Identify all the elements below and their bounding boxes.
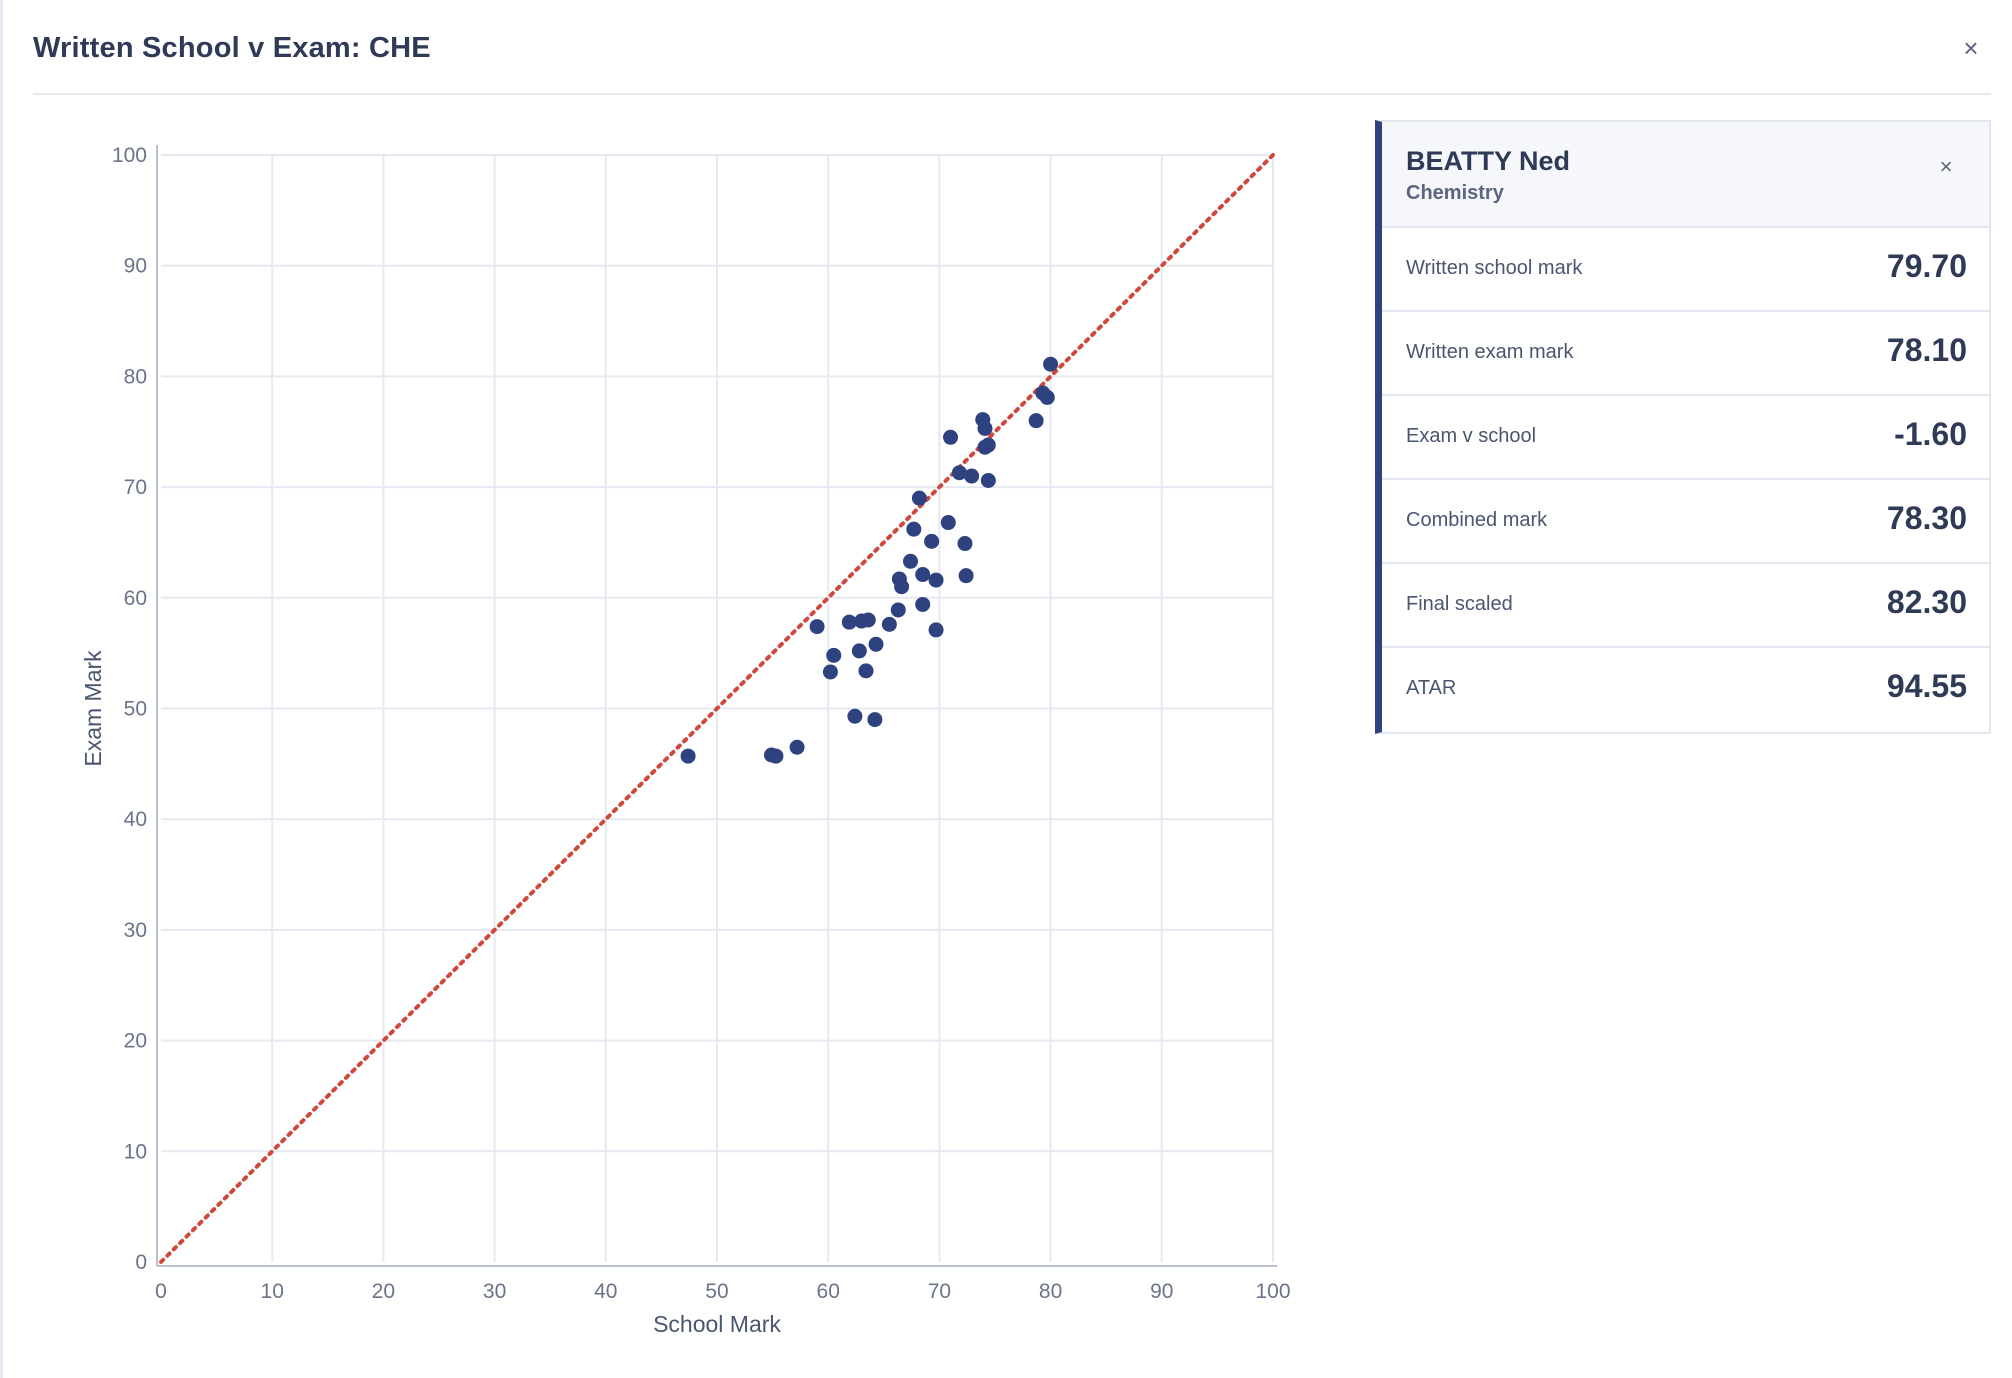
x-tick-label: 20 [372, 1280, 395, 1303]
detail-row: Combined mark 78.30 [1382, 480, 1989, 564]
detail-row: Written school mark 79.70 [1382, 228, 1989, 312]
y-tick-label: 0 [135, 1251, 147, 1274]
modal-header: Written School v Exam: CHE × [33, 0, 1991, 95]
x-tick-label: 90 [1150, 1280, 1173, 1303]
detail-row: Exam v school -1.60 [1382, 396, 1989, 480]
data-point [964, 468, 980, 484]
detail-value: 78.10 [1886, 332, 1967, 368]
x-tick-label: 80 [1039, 1280, 1062, 1303]
close-icon[interactable]: × [1963, 33, 1979, 63]
y-axis-title: Exam Mark [80, 650, 106, 767]
detail-row: Final scaled 82.30 [1382, 564, 1989, 648]
data-point [868, 636, 884, 652]
data-point [915, 567, 931, 583]
y-tick-label: 100 [112, 144, 147, 167]
data-point [890, 602, 906, 618]
student-detail-panel: BEATTY Ned Chemistry × Written school ma… [1375, 120, 1991, 734]
y-tick-label: 90 [124, 255, 147, 278]
y-tick-label: 50 [124, 698, 147, 721]
detail-label: Combined mark [1406, 509, 1548, 531]
x-tick-label: 70 [928, 1280, 951, 1303]
detail-value: 94.55 [1886, 668, 1967, 704]
reference-line [159, 153, 1275, 1264]
data-point [928, 622, 944, 638]
x-tick-label: 30 [483, 1280, 506, 1303]
data-point [1043, 356, 1059, 372]
detail-value: 82.30 [1886, 584, 1967, 620]
x-tick-label: 100 [1255, 1280, 1290, 1303]
student-panel-header: BEATTY Ned Chemistry × [1382, 122, 1989, 228]
data-point [980, 437, 996, 453]
data-point [860, 612, 876, 628]
scatter-chart: 0 10 20 30 40 50 60 70 80 90 100 0 10 20 30 40 50 60 70 80 9… [43, 120, 1343, 1350]
data-point [957, 536, 973, 552]
y-tick-label: 70 [124, 476, 147, 499]
data-point [894, 579, 910, 595]
data-point [789, 739, 805, 755]
detail-label: Exam v school [1406, 425, 1537, 447]
data-point [826, 647, 842, 663]
data-point [1039, 389, 1055, 405]
data-point [915, 596, 931, 612]
modal-title: Written School v Exam: CHE [33, 32, 431, 64]
data-point [911, 490, 927, 506]
data-point [980, 472, 996, 488]
data-point [851, 643, 867, 659]
detail-label: ATAR [1406, 677, 1457, 699]
detail-value: 79.70 [1886, 248, 1967, 284]
x-tick-label: 40 [594, 1280, 617, 1303]
x-axis-title: School Mark [653, 1311, 781, 1337]
y-tick-label: 10 [124, 1140, 147, 1163]
y-tick-label: 40 [124, 808, 147, 831]
x-tick-label: 50 [705, 1280, 728, 1303]
detail-row: Written exam mark 78.10 [1382, 312, 1989, 396]
data-point [768, 748, 784, 764]
y-tick-label: 60 [124, 587, 147, 610]
data-point [943, 429, 959, 445]
chart-svg: 0 10 20 30 40 50 60 70 80 90 100 0 10 20 30 40 50 60 70 80 9… [80, 144, 1291, 1337]
data-point [822, 664, 838, 680]
data-point [906, 521, 922, 537]
data-point [858, 663, 874, 679]
x-tick-label: 10 [261, 1280, 284, 1303]
data-point [958, 568, 974, 584]
data-point [1028, 413, 1044, 429]
data-point [841, 614, 857, 630]
data-point [680, 748, 696, 764]
data-point [847, 708, 863, 724]
y-tick-label: 80 [124, 365, 147, 388]
x-tick-label: 0 [155, 1280, 167, 1303]
data-point [924, 533, 940, 549]
detail-row: ATAR 94.55 [1382, 648, 1989, 732]
y-tick-label: 30 [124, 919, 147, 942]
x-tick-label: 60 [817, 1280, 840, 1303]
data-point [809, 619, 825, 635]
close-icon[interactable]: × [1939, 154, 1953, 179]
data-point [928, 572, 944, 588]
data-point [867, 712, 883, 728]
detail-value: 78.30 [1886, 500, 1967, 536]
subject-name: Chemistry [1406, 182, 1504, 204]
detail-label: Final scaled [1406, 593, 1513, 615]
data-point [951, 465, 967, 481]
data-point [940, 515, 956, 531]
data-point [977, 420, 993, 436]
data-point [881, 616, 897, 632]
detail-label: Written school mark [1406, 257, 1583, 279]
data-point [902, 553, 918, 569]
student-name: BEATTY Ned [1406, 146, 1571, 176]
detail-label: Written exam mark [1406, 341, 1574, 363]
detail-value: -1.60 [1894, 416, 1967, 452]
y-tick-label: 20 [124, 1030, 147, 1053]
